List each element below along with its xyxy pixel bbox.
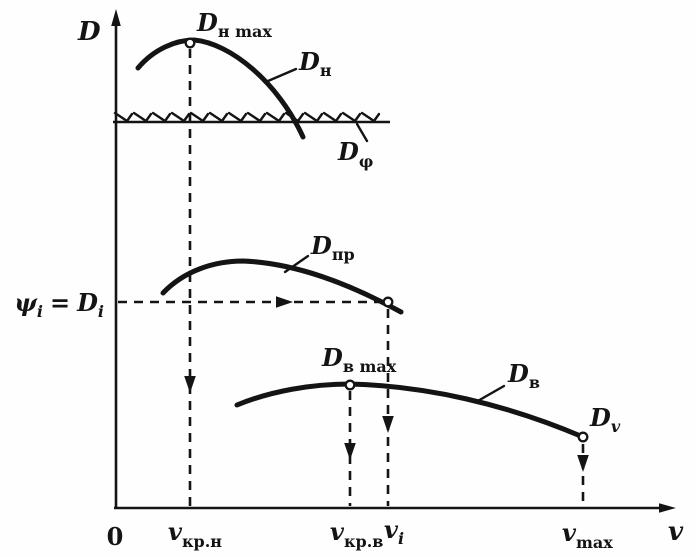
dpr-curve	[160, 258, 404, 315]
dpr-leader-line	[283, 254, 310, 274]
tick-v-kr-n: vкр.н	[168, 517, 222, 551]
down-arrow-icon	[382, 416, 394, 433]
dphi-leader-line	[355, 122, 369, 143]
tick-v-kr-v: vкр.в	[330, 517, 383, 551]
down-arrow-icon	[184, 376, 196, 393]
down-arrow-icon	[344, 443, 356, 460]
dv-label: Dв	[507, 359, 540, 392]
psi-equation-label: ψi = Di	[14, 288, 104, 321]
x-axis-label: v	[668, 517, 684, 547]
dn-leader-line	[266, 67, 298, 83]
dphi-label: Dφ	[337, 137, 373, 171]
dn-max-label: Dн max	[196, 8, 272, 41]
down-arrow-icon	[577, 455, 589, 472]
dv-leader-line	[474, 384, 506, 404]
di-point-marker	[382, 296, 394, 308]
d-v-point-label: Dv	[589, 403, 621, 436]
x-axis-arrow-icon	[659, 503, 676, 513]
dn-curve	[135, 37, 306, 140]
right-arrow-icon	[276, 296, 293, 308]
axes	[111, 9, 676, 513]
dv-end-marker	[577, 431, 589, 443]
dn-label: Dн	[298, 47, 332, 80]
guide-lines	[118, 49, 589, 506]
dpr-label: Dпр	[310, 231, 355, 264]
dn-max-marker	[184, 37, 196, 49]
tick-v-max: vmax	[562, 518, 613, 552]
dphi-hatch-marks	[113, 111, 381, 123]
dv-curve	[234, 381, 586, 440]
tick-v-i: vi	[384, 515, 404, 548]
y-axis-arrow-icon	[111, 9, 121, 26]
dv-max-marker	[344, 379, 356, 391]
dv-max-label: Dв max	[321, 343, 397, 376]
origin-label: 0	[107, 522, 124, 551]
y-axis-label: D	[77, 17, 101, 47]
